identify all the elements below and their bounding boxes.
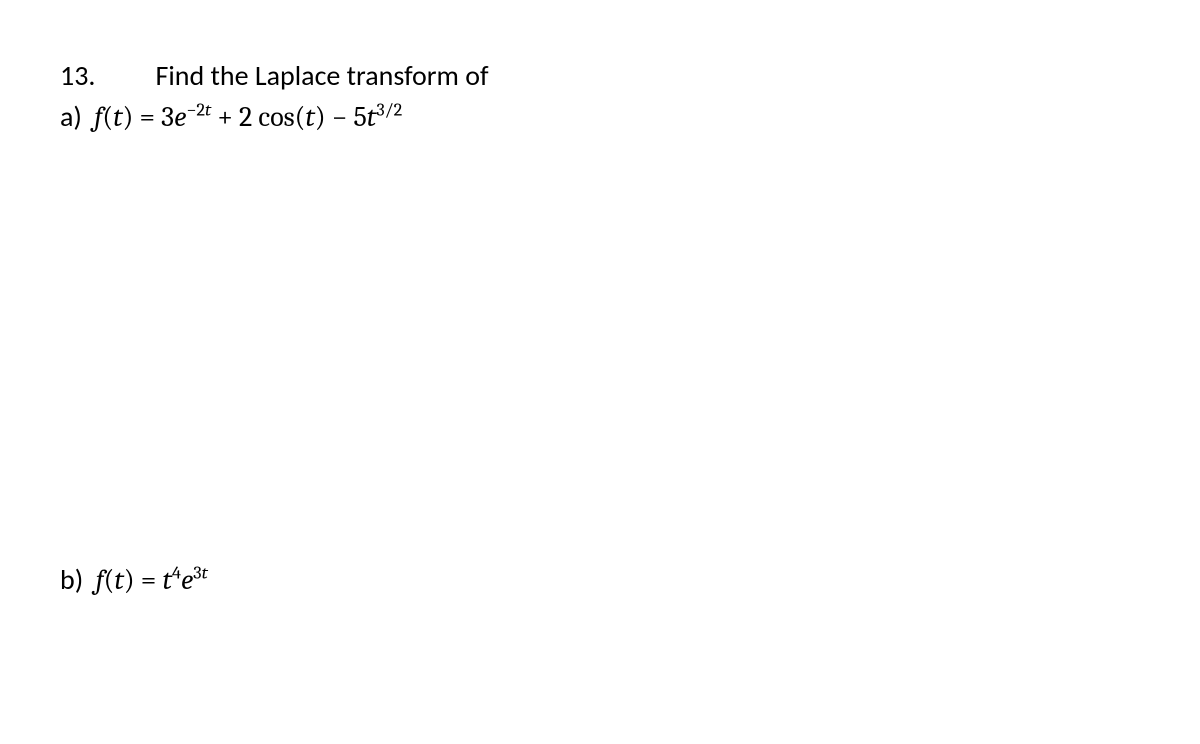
fn-arg-b: t — [114, 564, 124, 596]
fn-arg: t — [113, 101, 123, 133]
part-a-expression: f(t) = 3e−2t + 2 cos(t) − 5t3/2 — [88, 101, 402, 133]
b-exp-coef: 3 — [193, 563, 201, 584]
part-b-expression: f(t) = t4e3t — [90, 564, 208, 596]
equals: = — [139, 101, 155, 133]
b-base: e — [181, 564, 193, 596]
page: 13. Find the Laplace transform of a) f(t… — [0, 0, 1200, 744]
fn-name-b: f — [96, 564, 104, 596]
t2-arg: t — [305, 101, 315, 133]
t3-coef: 5 — [353, 101, 366, 133]
part-b: b) f(t) = t4e3t — [60, 560, 208, 600]
b-var: t — [162, 564, 172, 596]
t3-num: 3 — [376, 100, 384, 121]
problem-header: 13. Find the Laplace transform of — [60, 56, 1140, 95]
t1-exp-sign: − — [186, 100, 196, 121]
t3-den: 2 — [394, 100, 403, 121]
prompt-text: Find the Laplace transform of — [155, 56, 488, 95]
t1-coef: 3 — [161, 101, 174, 133]
t1-exp-coef: 2 — [196, 100, 205, 121]
question-number: 13. — [60, 56, 95, 95]
part-b-label: b) — [60, 562, 83, 597]
plus: + — [217, 101, 233, 133]
t3-var: t — [367, 101, 377, 133]
t2-fn: cos — [258, 101, 294, 133]
t3-slash: / — [385, 100, 394, 121]
part-a-label: a) — [60, 99, 82, 134]
t1-base: e — [174, 101, 186, 133]
t2-coef: 2 — [239, 101, 252, 133]
minus: − — [332, 101, 348, 133]
b-exp-var: t — [202, 563, 208, 584]
b-pow: 4 — [172, 563, 181, 584]
part-a: a) f(t) = 3e−2t + 2 cos(t) − 5t3/2 — [60, 97, 1140, 137]
equals-b: = — [141, 564, 157, 596]
t1-exp-var: t — [205, 100, 211, 121]
